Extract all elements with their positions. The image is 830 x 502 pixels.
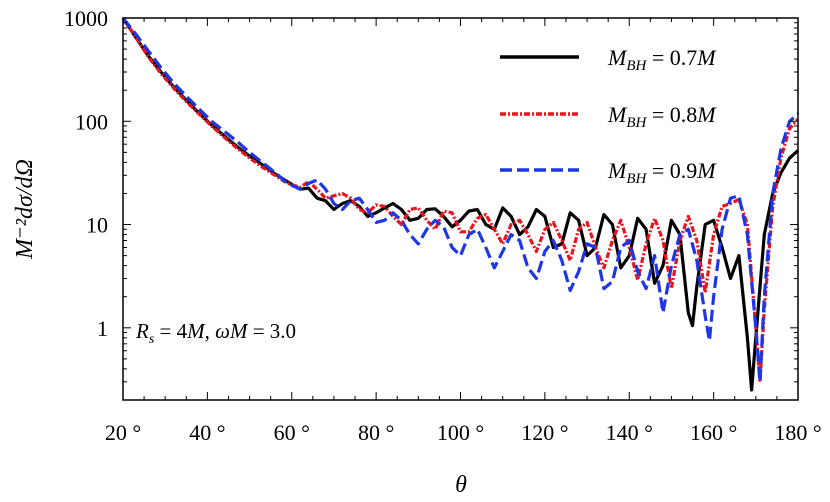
- x-tick-label: 140 °: [606, 420, 653, 445]
- annotation: Rs = 4M, ωM = 3.0: [135, 319, 296, 347]
- y-tick-label: 10: [86, 213, 108, 238]
- x-tick-label: 160 °: [690, 420, 737, 445]
- legend-label-0.7: MBH = 0.7M: [607, 45, 717, 74]
- x-tick-label: 60 °: [274, 420, 310, 445]
- x-tick-label: 40 °: [189, 420, 225, 445]
- x-tick-label: 120 °: [521, 420, 568, 445]
- legend-label-0.9: MBH = 0.9M: [607, 158, 717, 187]
- legend: MBH = 0.7M MBH = 0.8M MBH = 0.9M: [500, 45, 717, 187]
- ticks-layer: 20 ° 40 ° 60 ° 80 ° 100 ° 120 ° 140 ° 160 ° 180 …: [64, 6, 822, 445]
- series-line-2: [121, 17, 800, 384]
- y-tick-label: 1: [97, 316, 108, 341]
- y-tick-label: 100: [75, 109, 108, 134]
- x-tick-label: 80 °: [358, 420, 394, 445]
- x-tick-label: 20 °: [105, 420, 141, 445]
- series-layer: [121, 17, 800, 392]
- x-tick-label: 100 °: [437, 420, 484, 445]
- x-axis-label: θ: [455, 472, 467, 498]
- legend-label-0.8: MBH = 0.8M: [607, 102, 717, 131]
- y-axis-label: M⁻²dσ/dΩ: [12, 159, 38, 260]
- x-tick-label: 180 °: [774, 420, 821, 445]
- y-tick-label: 1000: [64, 6, 108, 31]
